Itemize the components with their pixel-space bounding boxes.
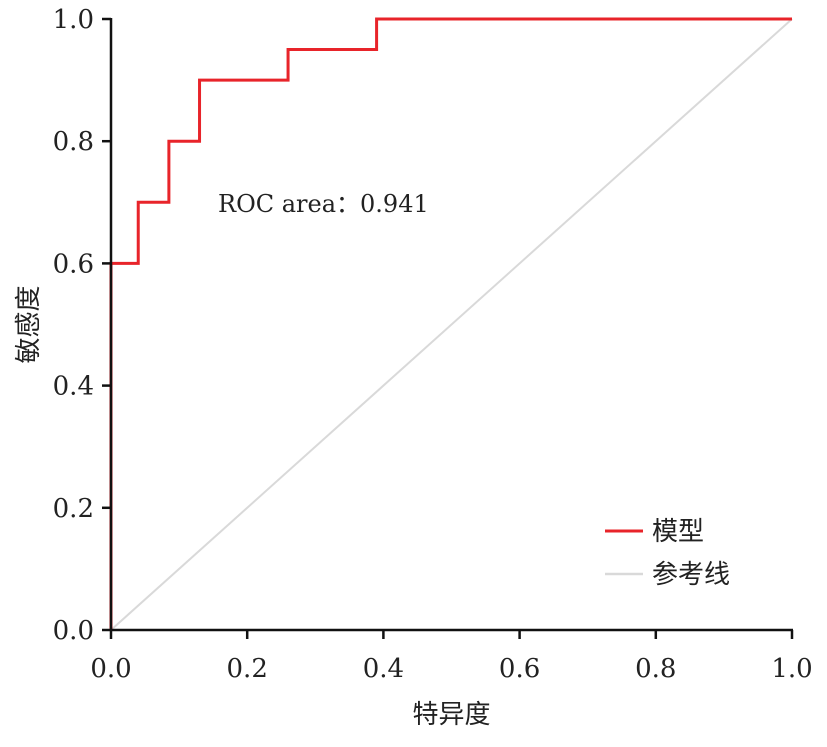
legend-label-reference: 参考线 [652, 560, 730, 590]
y-tick-label: 1.0 [53, 5, 94, 35]
x-tick-label: 0.4 [363, 654, 404, 684]
y-tick-label: 0.8 [53, 127, 94, 157]
x-tick-label: 0.2 [227, 654, 268, 684]
ticks-layer: 0.0 0.2 0.4 0.6 0.8 1.0 0.0 0.2 0.4 0.6 0.8 1.0 [53, 5, 813, 684]
roc-area-annotation: ROC area：0.941 [218, 190, 429, 218]
series-layer [109, 17, 793, 631]
y-tick-label: 0.4 [53, 372, 94, 402]
y-tick-label: 0.2 [53, 494, 94, 524]
x-tick-label: 0.8 [635, 654, 676, 684]
x-tick-label: 0.6 [499, 654, 540, 684]
x-tick-label: 0.0 [90, 654, 131, 684]
x-tick-label: 1.0 [771, 654, 812, 684]
legend: 模型 参考线 [605, 517, 730, 590]
reference-line [110, 18, 793, 631]
x-axis-title: 特异度 [412, 700, 490, 730]
axes-layer [109, 18, 793, 632]
legend-label-model: 模型 [652, 517, 704, 547]
y-tick-label: 0.6 [53, 249, 94, 279]
y-tick-label: 0.0 [53, 616, 94, 646]
y-axis-title: 敏感度 [14, 285, 44, 363]
model-roc-curve [109, 17, 792, 630]
